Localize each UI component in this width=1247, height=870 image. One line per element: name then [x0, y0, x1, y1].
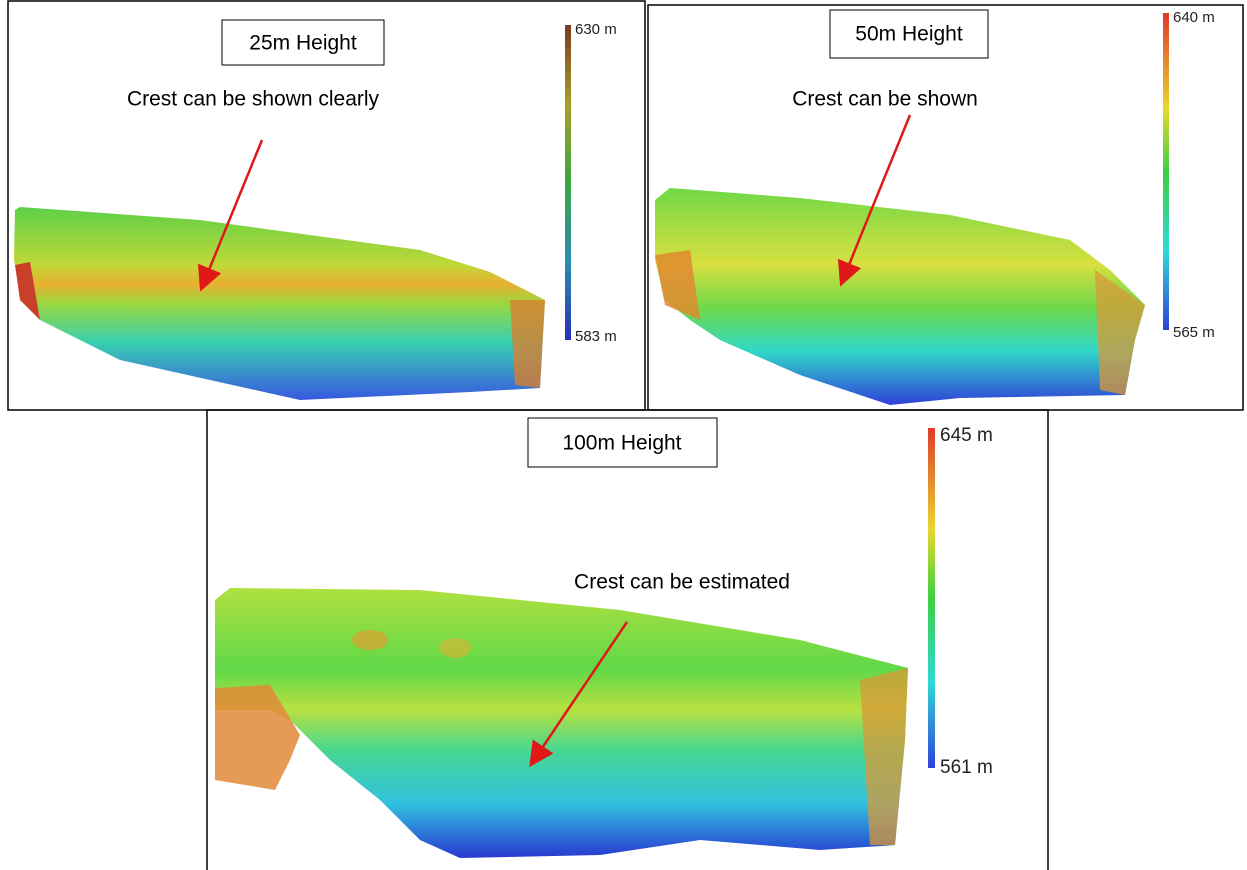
annotation: Crest can be estimated [574, 571, 790, 594]
terrain-feature [352, 630, 388, 650]
color-scale [928, 428, 935, 768]
terrain-map [215, 588, 908, 858]
annotation: Crest can be shown [792, 88, 978, 111]
panel-title: 25m Height [249, 32, 357, 55]
terrain-map [14, 207, 545, 400]
terrain-edge [510, 300, 545, 388]
scale-min: 583 m [575, 328, 617, 345]
color-scale [1163, 13, 1169, 330]
terrain-edge [1095, 270, 1145, 395]
figure: 25m Height Crest can be shown clearly 63… [0, 0, 1247, 870]
scale-min: 561 m [940, 757, 993, 778]
panel-title: 100m Height [562, 432, 681, 455]
terrain-feature [439, 638, 471, 658]
color-scale [565, 25, 571, 340]
scale-max: 630 m [575, 21, 617, 38]
terrain-map [655, 188, 1145, 405]
annotation: Crest can be shown clearly [127, 88, 380, 111]
panel-title: 50m Height [855, 23, 963, 46]
scale-max: 645 m [940, 425, 993, 446]
scale-min: 565 m [1173, 324, 1215, 341]
scale-max: 640 m [1173, 9, 1215, 26]
